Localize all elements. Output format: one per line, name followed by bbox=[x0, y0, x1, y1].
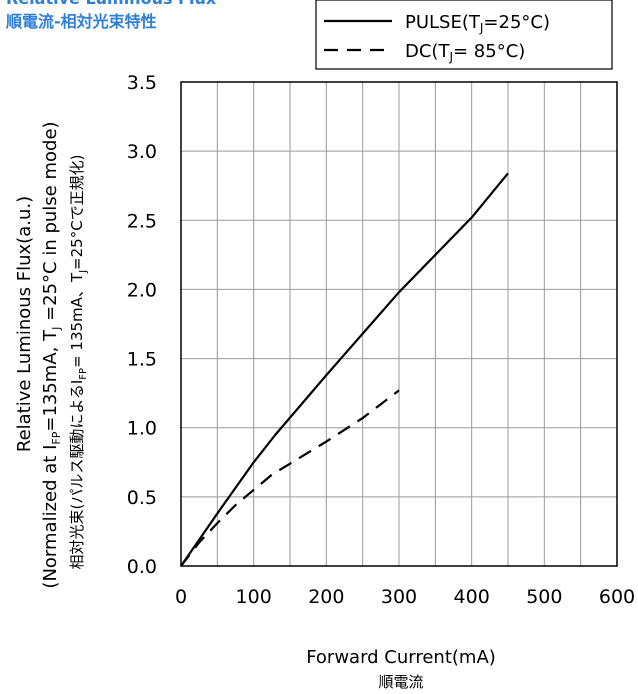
x-tick-label: 200 bbox=[308, 586, 344, 608]
y-axis-label-normalized: (Normalized at IFP=135mA, TJ =25°C in pu… bbox=[40, 121, 63, 588]
series-group bbox=[180, 172, 509, 567]
y-axis-label-jp: 相対光束(パルス駆動によるIFP= 135mA、TJ=25°Cで正規化) bbox=[68, 154, 89, 569]
y-axis-label: Relative Luminous Flux(a.u.) bbox=[14, 196, 35, 452]
y-tick-label: 3.0 bbox=[127, 141, 157, 163]
y-tick-label: 3.5 bbox=[127, 72, 157, 94]
legend: PULSE(TJ=25°C) DC(TJ= 85°C) bbox=[315, 0, 613, 70]
x-tick-label: 300 bbox=[381, 586, 417, 608]
x-tick-label: 600 bbox=[599, 586, 635, 608]
tick-labels: 0 100 200 300 400 500 600 0.0 0.5 1.0 1.5 2.0 2.5 3.0… bbox=[127, 72, 635, 608]
legend-label-pulse: PULSE(TJ=25°C) bbox=[405, 12, 550, 35]
x-tick-label: 400 bbox=[454, 586, 490, 608]
series-line-dc bbox=[180, 389, 400, 567]
chart-title-jp: 順電流-相対光束特性 bbox=[6, 12, 157, 31]
series-line-pulse bbox=[180, 172, 509, 567]
y-tick-label: 1.5 bbox=[127, 349, 157, 371]
legend-box bbox=[315, 0, 613, 70]
grid-lines bbox=[181, 82, 617, 566]
x-axis-label-jp: 順電流 bbox=[378, 673, 423, 691]
y-tick-label: 0.5 bbox=[127, 487, 157, 509]
y-tick-label: 1.0 bbox=[127, 418, 157, 440]
x-axis-label: Forward Current(mA) bbox=[306, 647, 496, 668]
legend-label-dc: DC(TJ= 85°C) bbox=[405, 41, 525, 64]
y-tick-label: 2.0 bbox=[127, 279, 157, 301]
y-tick-label: 2.5 bbox=[127, 210, 157, 232]
plot-area-frame bbox=[180, 81, 618, 567]
y-tick-label: 0.0 bbox=[127, 556, 157, 578]
x-tick-label: 500 bbox=[526, 586, 562, 608]
x-tick-label: 0 bbox=[175, 586, 187, 608]
x-tick-label: 100 bbox=[236, 586, 272, 608]
chart-title: Relative Luminous Flux bbox=[6, 0, 216, 8]
